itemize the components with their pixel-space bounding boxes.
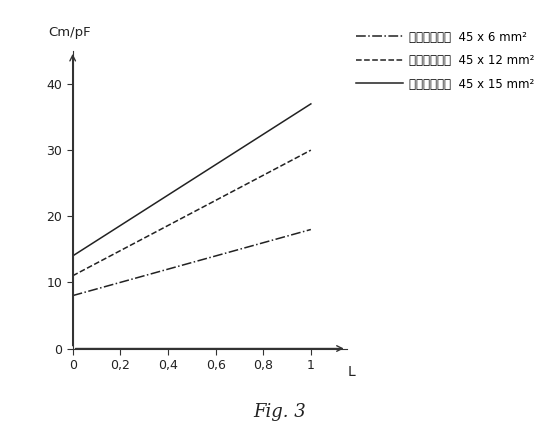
Text: L: L: [348, 365, 356, 379]
Text: Fig. 3: Fig. 3: [253, 403, 306, 421]
Text: Cm/pF: Cm/pF: [48, 26, 91, 39]
Legend: 電極の大きさ  45 x 6 mm², 電極の大きさ  45 x 12 mm², 電極の大きさ  45 x 15 mm²: 電極の大きさ 45 x 6 mm², 電極の大きさ 45 x 12 mm², 電…: [353, 27, 538, 94]
